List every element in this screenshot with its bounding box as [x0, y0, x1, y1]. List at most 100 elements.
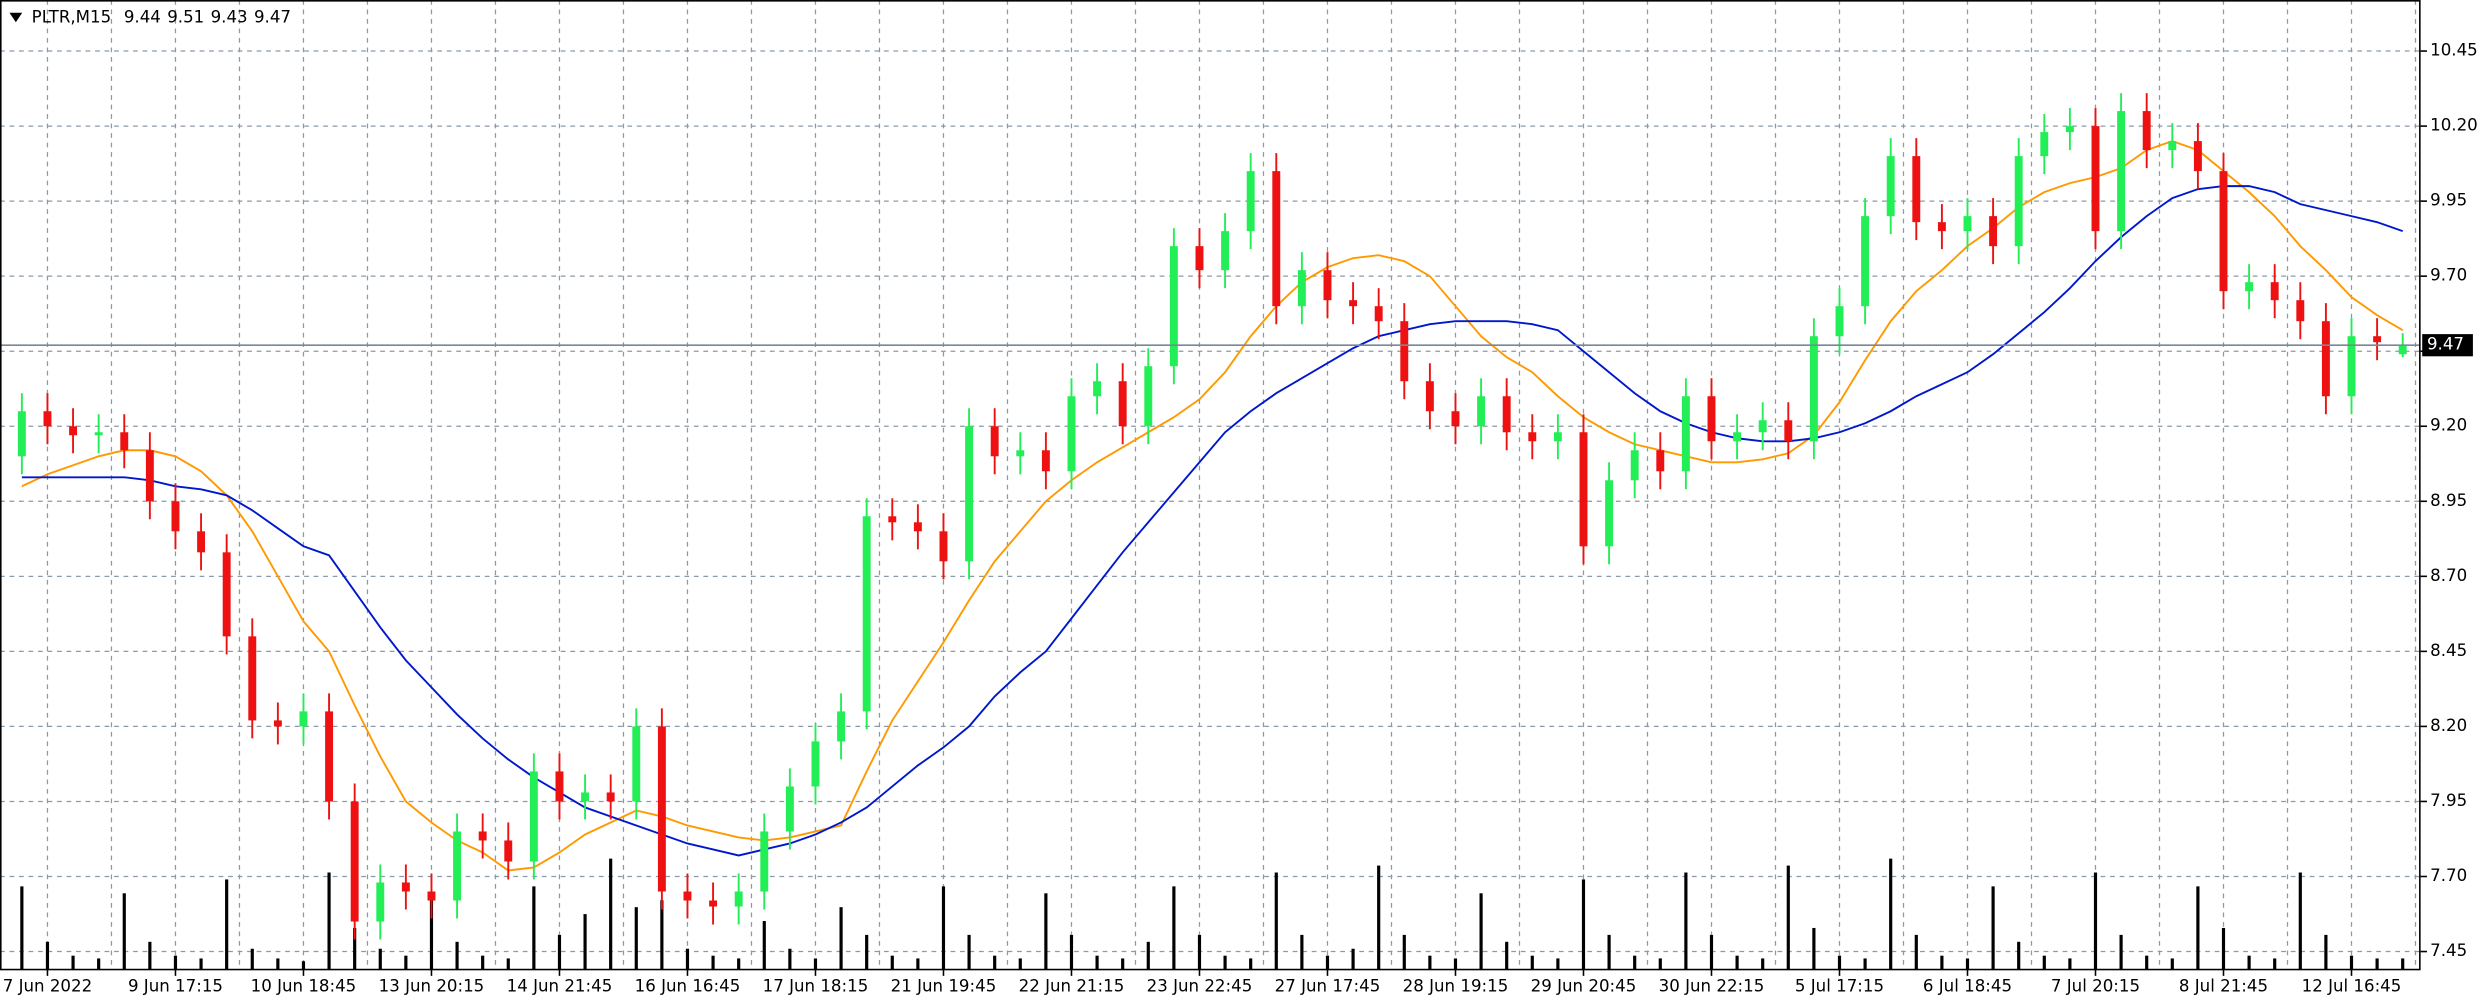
volume-bar [250, 948, 254, 970]
volume-bar [1044, 893, 1048, 970]
candle-body [1733, 432, 1742, 442]
candle-body [17, 411, 26, 457]
candle-body [529, 771, 538, 862]
candle-body [1144, 366, 1153, 427]
candle-body [43, 411, 52, 427]
candle-body [2142, 111, 2151, 151]
candle-body [990, 426, 999, 457]
collapse-triangle[interactable] [9, 12, 23, 23]
candle-body [965, 426, 974, 562]
volume-bar [1121, 958, 1125, 970]
candle-body [1707, 396, 1716, 442]
y-tick-label: 10.20 [2430, 116, 2478, 135]
candle-body [1784, 420, 1793, 442]
candle-body [2270, 282, 2279, 301]
y-tick-label: 9.95 [2430, 191, 2467, 210]
x-tick-label: 9 Jun 17:15 [128, 976, 223, 995]
volume-bar [1018, 958, 1022, 970]
volume-bar [1914, 934, 1918, 970]
candle-body [350, 801, 359, 922]
volume-bar [2119, 934, 2123, 970]
volume-bar [2401, 958, 2405, 970]
candle-body [504, 840, 513, 862]
candle-body [376, 882, 385, 922]
grid [0, 0, 2421, 970]
candle-body [2168, 141, 2177, 151]
candle-body [2373, 336, 2382, 343]
y-tick-label: 7.70 [2430, 866, 2467, 885]
volume-bar [916, 958, 920, 970]
volume-bar [557, 934, 562, 970]
volume-bar [2221, 927, 2226, 970]
candle-body [1041, 450, 1050, 472]
x-tick-label: 8 Jul 21:45 [2179, 976, 2268, 995]
candle-body [2014, 156, 2023, 247]
candle-body [1451, 411, 1460, 427]
volume-bar [148, 941, 152, 970]
x-tick-label: 7 Jul 20:15 [2051, 976, 2140, 995]
candle-body [1861, 216, 1870, 307]
candle-body [2091, 126, 2100, 232]
volume-bar [506, 958, 510, 970]
volume-bar [1709, 934, 1714, 970]
candle-body [1118, 381, 1127, 427]
candle-body [1605, 480, 1614, 547]
candle-body [1809, 336, 1818, 442]
volume-bar [1402, 934, 1406, 970]
volume-bar [2196, 886, 2200, 970]
candles [17, 93, 2407, 940]
candle-body [581, 792, 590, 802]
volume-bar [1735, 955, 1739, 970]
candle-body [171, 501, 180, 532]
x-tick-label: 10 Jun 18:45 [251, 976, 357, 995]
candle-body [2296, 300, 2305, 322]
candle-body [1502, 396, 1511, 433]
candle-body [888, 516, 897, 523]
volume-bar [1607, 934, 1611, 970]
volume-bars [20, 858, 2405, 970]
volume-bar [1300, 934, 1304, 970]
candle-body [683, 891, 692, 901]
x-tick-label: 5 Jul 17:15 [1795, 976, 1884, 995]
volume-bar [20, 886, 24, 970]
volume-bar [2375, 958, 2379, 970]
candle-body [1067, 396, 1076, 472]
volume-bar [2349, 955, 2354, 970]
plot-border [0, 0, 2421, 971]
x-tick-label: 28 Jun 19:15 [1403, 976, 1509, 995]
x-tick-label: 30 Jun 22:15 [1659, 976, 1765, 995]
candle-body [760, 831, 769, 892]
x-tick-label: 23 Jun 22:45 [1147, 976, 1253, 995]
volume-bar [2093, 872, 2098, 970]
x-tick-label: 22 Jun 21:15 [1019, 976, 1125, 995]
volume-bar [1965, 958, 1970, 970]
volume-bar [813, 958, 818, 970]
candle-body [913, 522, 922, 532]
candle-body [2245, 282, 2254, 292]
y-tick-label: 8.70 [2430, 566, 2467, 585]
y-tick-label: 8.45 [2430, 641, 2467, 660]
volume-bar [2068, 958, 2072, 970]
volume-bar [1863, 958, 1867, 970]
candle-body [1886, 156, 1895, 217]
candle-body [1630, 450, 1639, 481]
candle-body [1963, 216, 1972, 232]
volume-bar [1069, 934, 1074, 970]
candle-body [401, 882, 410, 892]
volume-bar [71, 955, 75, 970]
y-tick-label: 7.95 [2430, 791, 2467, 810]
volume-bar [685, 948, 690, 970]
x-tick-label: 12 Jul 16:45 [2302, 976, 2402, 995]
volume-bar [353, 927, 357, 970]
volume-bar [609, 858, 613, 970]
volume-bar [1940, 955, 1944, 970]
candle-body [145, 450, 154, 502]
volume-bar [276, 958, 280, 970]
volume-bar [1351, 948, 1355, 970]
candle-body [709, 900, 718, 907]
candle-body [632, 726, 641, 802]
candle-body [1272, 171, 1281, 307]
y-tick-label: 10.45 [2430, 41, 2478, 60]
candle-body [1246, 171, 1255, 232]
